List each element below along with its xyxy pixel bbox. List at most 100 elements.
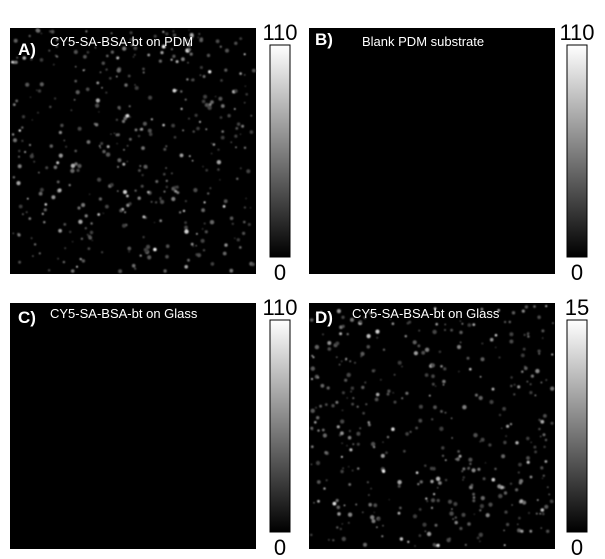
speckle — [183, 210, 185, 212]
speckle — [147, 54, 150, 57]
speckle — [171, 197, 175, 201]
panel-letter: B) — [315, 30, 333, 49]
speckle — [527, 461, 530, 464]
speckle — [504, 491, 507, 494]
speckle — [13, 176, 15, 178]
speckle — [123, 190, 127, 194]
speckle — [15, 100, 18, 103]
panel: B)Blank PDM substrate1100 — [309, 20, 595, 285]
speckle — [100, 72, 102, 74]
speckle — [149, 132, 153, 136]
speckle — [504, 321, 506, 323]
speckle — [401, 366, 403, 368]
speckle — [122, 120, 125, 123]
speckle — [189, 155, 191, 157]
speckle — [18, 164, 22, 168]
speckle — [154, 222, 155, 223]
speckle — [69, 231, 71, 233]
panel: A)CY5-SA-BSA-bt on PDM1100 — [10, 20, 298, 285]
speckle — [497, 484, 501, 488]
speckle — [517, 528, 521, 532]
speckle — [99, 145, 101, 147]
speckle — [235, 135, 237, 137]
speckle — [205, 128, 207, 130]
speckle — [481, 343, 483, 345]
speckle — [85, 227, 87, 229]
speckle — [230, 217, 234, 221]
speckle — [179, 211, 181, 213]
speckle — [551, 422, 554, 425]
speckle — [503, 441, 506, 444]
speckle — [445, 459, 447, 461]
speckle — [202, 228, 204, 230]
speckle — [499, 357, 501, 359]
speckle — [197, 253, 201, 257]
speckle — [535, 369, 539, 373]
speckle — [211, 143, 212, 144]
speckle — [492, 388, 495, 391]
speckle — [342, 523, 343, 524]
speckle — [217, 149, 219, 151]
speckle — [200, 37, 203, 40]
speckle — [240, 134, 241, 135]
speckle — [129, 202, 132, 205]
speckle — [234, 42, 237, 45]
speckle — [337, 309, 341, 313]
speckle — [363, 543, 367, 547]
speckle — [95, 123, 98, 126]
speckle — [244, 206, 246, 208]
speckle — [151, 201, 153, 203]
speckle — [24, 151, 26, 153]
speckle — [468, 323, 472, 327]
speckle — [435, 386, 436, 387]
speckle — [392, 392, 394, 394]
speckle — [361, 386, 364, 389]
speckle — [19, 129, 21, 131]
speckle — [469, 368, 472, 371]
speckle — [188, 118, 190, 120]
speckle — [144, 165, 148, 169]
speckle — [185, 99, 187, 101]
speckle — [224, 243, 227, 246]
speckle — [99, 197, 102, 200]
panel-caption: CY5-SA-BSA-bt on Glass — [352, 306, 500, 321]
speckle — [341, 360, 343, 362]
speckle — [221, 130, 224, 133]
speckle — [234, 89, 238, 93]
speckle — [537, 499, 539, 501]
speckle — [135, 129, 138, 132]
speckle — [465, 544, 467, 546]
speckle — [398, 361, 402, 365]
speckle — [536, 513, 538, 515]
speckle — [431, 418, 433, 420]
speckle — [138, 197, 141, 200]
speckle — [419, 534, 422, 537]
speckle — [77, 206, 80, 209]
speckle — [350, 391, 352, 393]
speckle — [342, 410, 344, 412]
speckle — [56, 56, 58, 58]
speckle — [184, 265, 188, 269]
speckle — [488, 443, 491, 446]
speckle — [522, 310, 525, 313]
panel-letter: C) — [18, 308, 36, 327]
speckle — [126, 195, 129, 198]
speckle — [321, 384, 325, 388]
speckle — [510, 385, 512, 387]
speckle — [472, 493, 475, 496]
speckle — [116, 56, 118, 58]
speckle — [385, 451, 388, 454]
speckle — [477, 537, 480, 540]
speckle — [153, 248, 157, 252]
speckle — [162, 124, 165, 127]
speckle — [197, 37, 199, 39]
speckle — [450, 329, 453, 332]
speckle — [89, 194, 90, 195]
speckle — [407, 322, 410, 325]
speckle — [235, 147, 237, 149]
speckle — [147, 191, 149, 193]
speckle — [252, 69, 256, 73]
speckle — [436, 477, 440, 481]
speckle — [181, 57, 185, 61]
speckle — [336, 357, 337, 358]
